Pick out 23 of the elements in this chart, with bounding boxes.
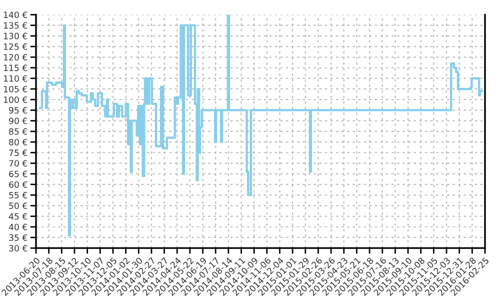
y-tick-label: 80 € xyxy=(9,138,28,146)
y-tick-label: 55 € xyxy=(9,192,28,198)
y-tick-label: 65 € xyxy=(9,170,28,178)
y-tick-label: 135 € xyxy=(4,22,28,29)
y-tick-label: 60 € xyxy=(9,181,28,188)
y-tick-label: 50 € xyxy=(9,202,28,210)
y-tick-label: 90 € xyxy=(9,118,28,124)
y-tick-label: 85 € xyxy=(9,128,28,135)
y-tick-label: 40 € xyxy=(8,224,28,230)
y-tick-label: 120 € xyxy=(4,54,28,61)
y-tick-label: 95 € xyxy=(9,107,28,114)
y-tick-label: 35 € xyxy=(9,234,28,241)
y-tick-label: 125 € xyxy=(4,43,28,50)
y-tick-label: 140 € xyxy=(4,12,28,18)
y-tick-label: 75 € xyxy=(9,150,28,156)
y-tick-label: 30 € xyxy=(9,244,28,252)
y-tick-label: 110 € xyxy=(4,75,28,82)
y-tick-label: 100 € xyxy=(4,96,28,103)
y-tick-label: 105 € xyxy=(4,86,28,92)
y-tick-label: 45 € xyxy=(8,213,28,220)
y-tick-label: 130 € xyxy=(4,32,28,40)
y-tick-label: 115 € xyxy=(4,64,28,72)
y-tick-label: 70 € xyxy=(9,160,28,167)
